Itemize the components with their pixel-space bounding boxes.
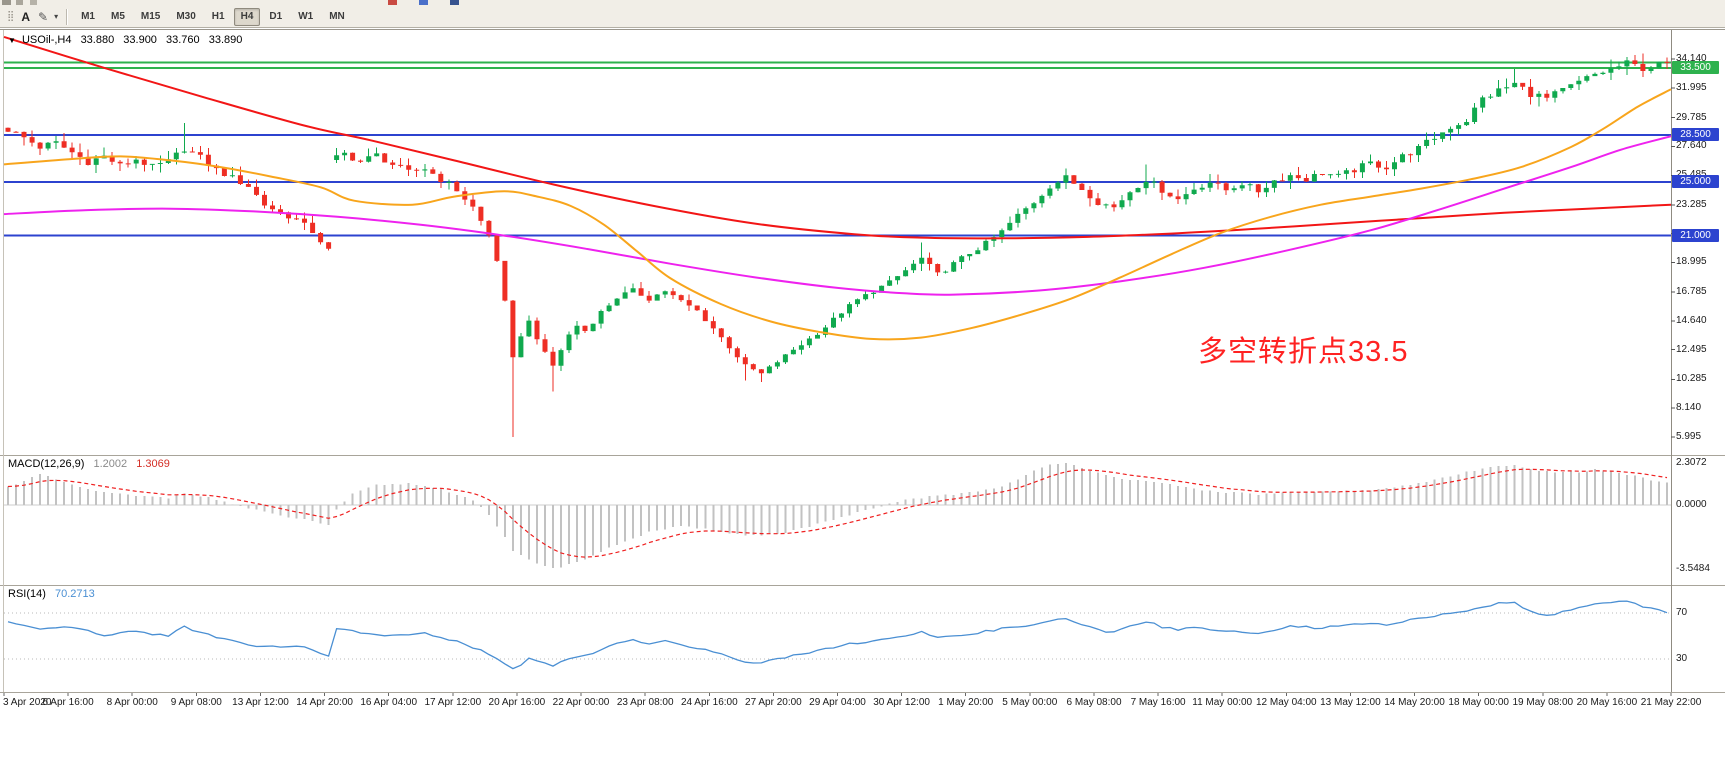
toolbar-icon-fragment bbox=[419, 0, 428, 5]
toolbar-icon-fragment bbox=[388, 0, 397, 5]
toolbar-icon-fragment bbox=[2, 0, 11, 5]
toolbar-icon-fragment bbox=[16, 0, 23, 5]
cropped-toolbar-row bbox=[0, 0, 1725, 6]
grip-icon[interactable]: ⣿ bbox=[7, 10, 14, 22]
toolbar-separator bbox=[66, 8, 69, 25]
bear-candle-bodies bbox=[5, 60, 1670, 374]
rsi-line bbox=[7, 600, 1668, 670]
toolbar-icon-fragment bbox=[450, 0, 459, 5]
styler-icon[interactable]: ✎ bbox=[38, 9, 49, 24]
tf-button-M1[interactable]: M1 bbox=[81, 10, 95, 22]
macd-signal-line bbox=[7, 468, 1668, 558]
tf-button-H1[interactable]: H1 bbox=[211, 10, 225, 22]
bear-candle-wicks bbox=[7, 53, 1668, 437]
tf-button-MN[interactable]: MN bbox=[329, 10, 345, 22]
toolbar-icon-fragment bbox=[30, 0, 37, 5]
timeframe-group: M1 M5 M15 M30 H1 H4 D1 W1 MN bbox=[74, 7, 352, 26]
tf-button-M15[interactable]: M15 bbox=[140, 10, 161, 22]
ma-orange bbox=[3, 88, 1672, 341]
macd-histogram bbox=[7, 463, 1668, 569]
toolbar: ⣿ A ✎ ▾ M1 M5 M15 M30 H1 H4 D1 W1 MN bbox=[0, 6, 1725, 28]
tf-button-M30[interactable]: M30 bbox=[176, 10, 196, 22]
tf-button-W1[interactable]: W1 bbox=[298, 10, 314, 22]
bull-candle-bodies bbox=[45, 60, 1662, 374]
text-tool-icon[interactable]: A bbox=[21, 9, 30, 24]
tf-button-M5[interactable]: M5 bbox=[110, 10, 125, 22]
tf-button-D1[interactable]: D1 bbox=[269, 10, 283, 22]
tf-button-H4[interactable]: H4 bbox=[233, 7, 261, 26]
dropdown-arrow-icon[interactable]: ▾ bbox=[54, 11, 59, 21]
ma-magenta bbox=[3, 135, 1672, 296]
